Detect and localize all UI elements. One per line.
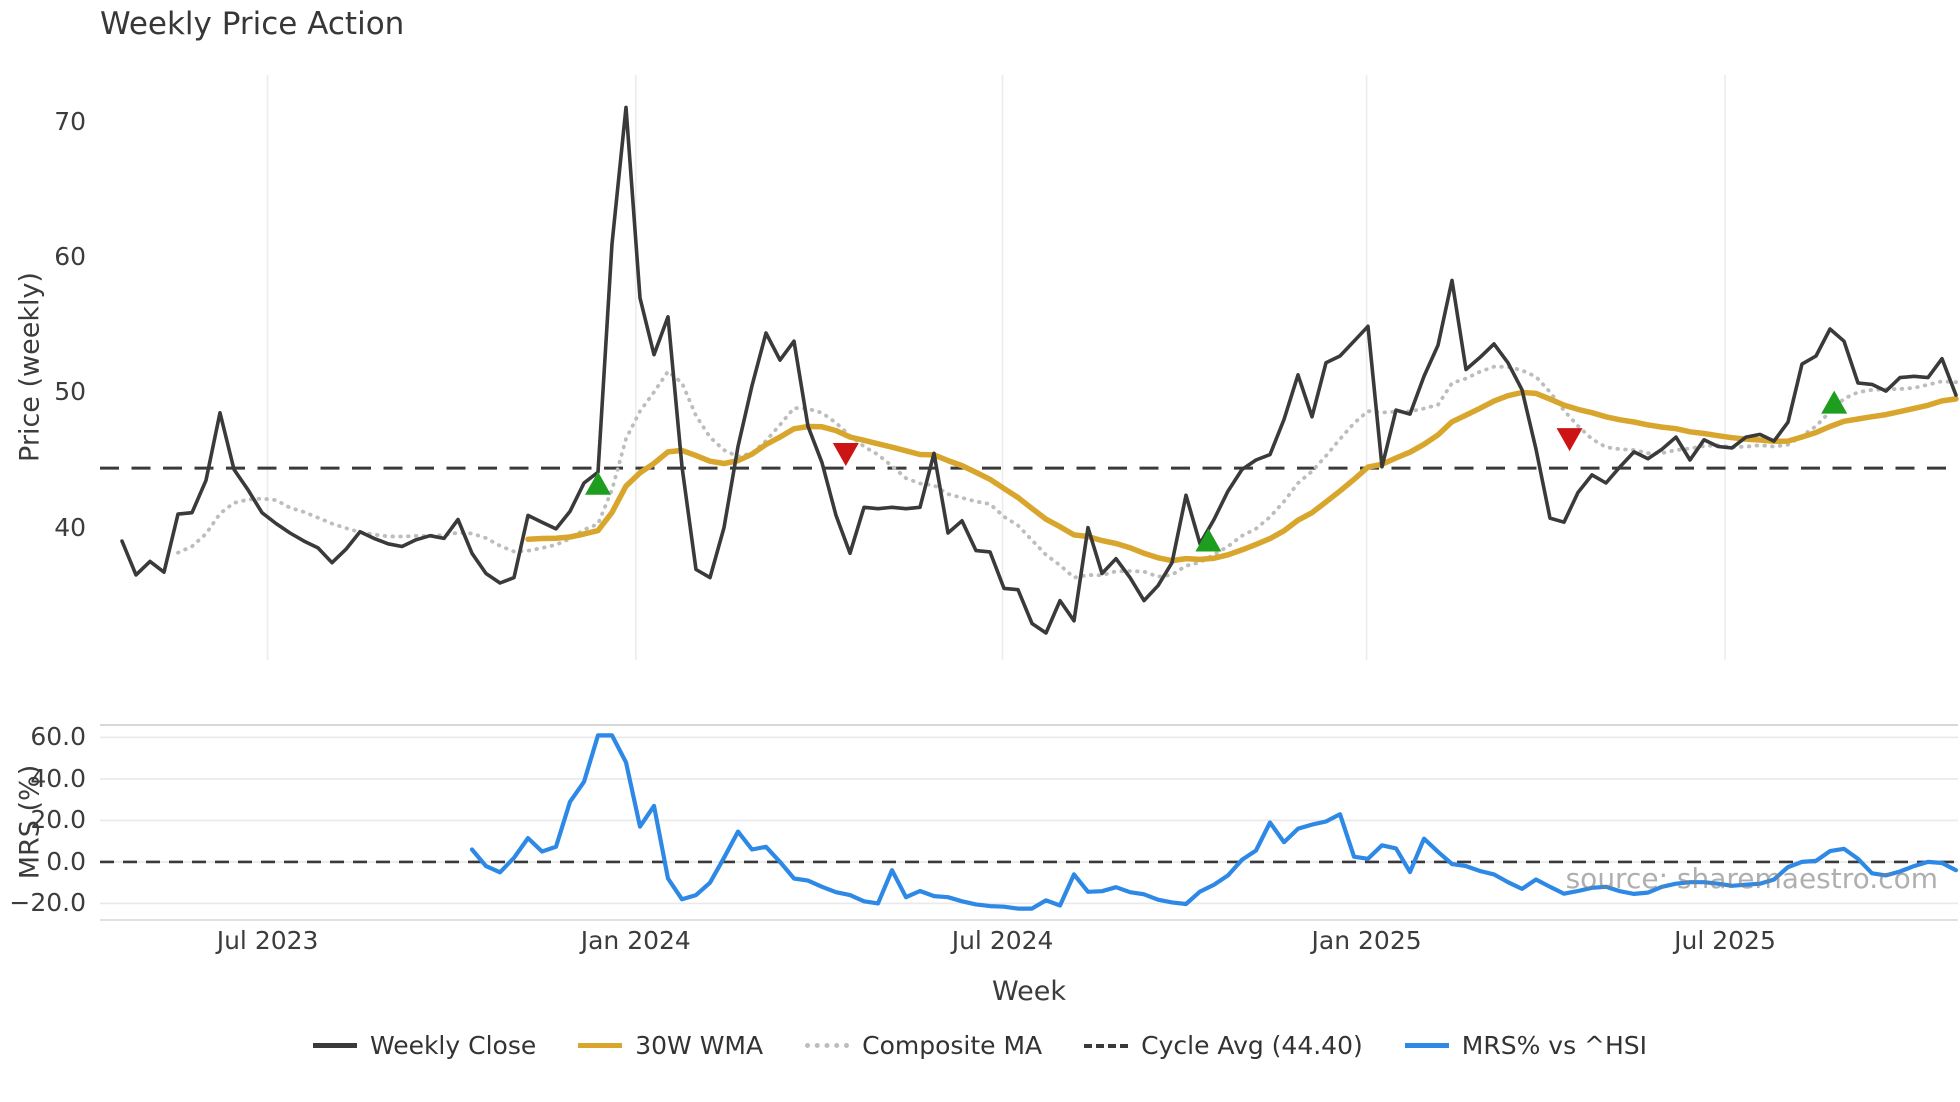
buy-signal-triangle-up-icon	[585, 471, 611, 495]
legend-label: MRS% vs ^HSI	[1461, 1031, 1648, 1060]
xtick-label: Jan 2024	[580, 926, 691, 955]
legend-item: Composite MA	[805, 1031, 1042, 1060]
xtick-label: Jan 2025	[1311, 926, 1422, 955]
chart-title: Weekly Price Action	[100, 6, 405, 42]
price-ytick-label: 70	[54, 107, 86, 137]
sell-signal-triangle-down-icon	[1556, 428, 1583, 452]
price-axis-label: Price (weekly)	[14, 272, 46, 462]
legend-label: Cycle Avg (44.40)	[1141, 1031, 1363, 1060]
legend-item: 30W WMA	[578, 1031, 763, 1060]
legend-solid-line-icon	[312, 1043, 357, 1048]
xtick-label: Jul 2023	[216, 926, 319, 955]
x-axis-label: Week	[992, 976, 1066, 1007]
legend-solid-line-icon	[1404, 1043, 1449, 1048]
buy-signal-triangle-up-icon	[1821, 390, 1848, 414]
legend-label: Composite MA	[862, 1031, 1043, 1060]
price-ytick-label: 50	[54, 377, 86, 407]
mrs-ytick-label: 40.0	[30, 763, 86, 793]
legend-dashed-line-icon	[1084, 1043, 1129, 1048]
legend-solid-line-icon	[578, 1043, 623, 1048]
mrs-ytick-label: 20.0	[30, 805, 86, 835]
xtick-label: Jul 2024	[951, 926, 1054, 955]
watermark: source: sharemaestro.com	[1565, 862, 1938, 895]
price-ytick-label: 40	[54, 512, 86, 542]
xtick-label: Jul 2025	[1674, 926, 1776, 955]
legend-label: Weekly Close	[369, 1031, 537, 1060]
mrs-ytick-label: −20.0	[9, 888, 86, 918]
legend: Weekly Close 30W WMA Composite MA Cycle Avg…	[0, 1031, 1960, 1060]
legend-item: Weekly Close	[312, 1031, 537, 1060]
mrs-ytick-label: 0.0	[46, 846, 86, 876]
price-ytick-label: 60	[54, 242, 86, 272]
legend-label: 30W WMA	[635, 1031, 764, 1060]
buy-signal-triangle-up-icon	[1195, 528, 1222, 552]
sell-signal-triangle-down-icon	[832, 442, 859, 466]
mrs-ytick-label: 60.0	[30, 722, 86, 752]
legend-item: MRS% vs ^HSI	[1404, 1031, 1648, 1060]
legend-item: Cycle Avg (44.40)	[1084, 1031, 1363, 1060]
legend-dotted-line-icon	[805, 1043, 850, 1048]
